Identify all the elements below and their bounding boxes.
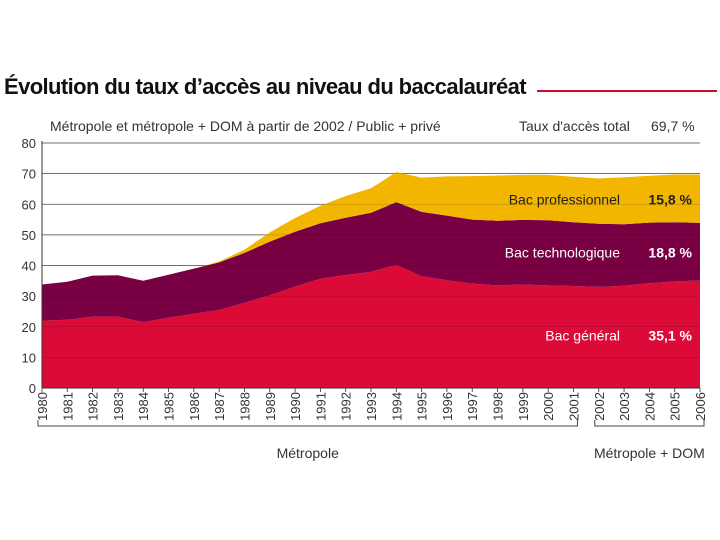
series-name-label-2: Bac technologique (505, 245, 620, 261)
x-tick-label-1989: 1989 (263, 392, 278, 421)
total-access-label: Taux d'accès total (519, 118, 630, 134)
x-tick-label-1999: 1999 (516, 392, 531, 421)
x-tick-label-1990: 1990 (288, 392, 303, 421)
y-tick-label-80: 80 (22, 136, 36, 151)
series-value-label-1: 35,1 % (648, 327, 692, 343)
series-value-label-2: 18,8 % (648, 245, 692, 261)
x-tick-label-2000: 2000 (541, 392, 556, 421)
x-tick-label-1997: 1997 (465, 392, 480, 421)
x-tick-label-1984: 1984 (136, 392, 151, 421)
y-tick-label-40: 40 (22, 259, 36, 274)
y-tick-label-30: 30 (22, 289, 36, 304)
period-bracket-2 (594, 420, 705, 427)
x-tick-label-1992: 1992 (339, 392, 354, 421)
x-tick-label-1998: 1998 (491, 392, 506, 421)
period-label-1: Métropole (277, 445, 339, 461)
x-tick-label-1981: 1981 (60, 392, 75, 421)
x-tick-label-1993: 1993 (364, 392, 379, 421)
chart-subtitle: Métropole et métropole + DOM à partir de… (50, 118, 441, 134)
x-tick-label-1996: 1996 (440, 392, 455, 421)
axes: 0 10 20 30 40 50 60 70 80 1980 1981 1982 1983 1984 198… (22, 136, 708, 421)
x-tick-label-2003: 2003 (617, 392, 632, 421)
period-label-2: Métropole + DOM (594, 445, 705, 461)
title-accent-rule (537, 90, 717, 92)
x-tick-label-1980: 1980 (35, 392, 50, 421)
x-tick-label-1985: 1985 (162, 392, 177, 421)
y-tick-label-60: 60 (22, 197, 36, 212)
x-tick-label-2001: 2001 (566, 392, 581, 421)
y-tick-label-20: 20 (22, 320, 36, 335)
x-tick-label-2006: 2006 (693, 392, 708, 421)
x-tick-label-2004: 2004 (642, 392, 657, 421)
x-tick-label-1983: 1983 (111, 392, 126, 421)
area-series (42, 142, 700, 388)
y-tick-label-50: 50 (22, 228, 36, 243)
x-tick-label-1994: 1994 (389, 392, 404, 421)
x-tick-label-1987: 1987 (212, 392, 227, 421)
x-tick-label-1988: 1988 (237, 392, 252, 421)
period-bracket-1 (37, 420, 578, 427)
y-tick-label-10: 10 (22, 350, 36, 365)
series-name-label-3: Bac professionnel (509, 192, 620, 208)
series-value-label-3: 15,8 % (648, 192, 692, 208)
series-labels: Bac général 35,1 % Bac technologique 18,8 %… (505, 192, 693, 344)
series-name-label-1: Bac général (545, 327, 620, 343)
y-tick-label-70: 70 (22, 167, 36, 182)
x-tick-label-1991: 1991 (313, 392, 328, 421)
y-tick-label-0: 0 (29, 381, 36, 396)
total-access-value: 69,7 % (651, 118, 695, 134)
x-tick-label-2002: 2002 (592, 392, 607, 421)
x-tick-label-1986: 1986 (187, 392, 202, 421)
x-tick-label-1982: 1982 (86, 392, 101, 421)
area-series-3 (42, 172, 700, 285)
area-series-1 (42, 264, 700, 388)
area-series-2 (42, 202, 700, 323)
x-tick-label-2005: 2005 (668, 392, 683, 421)
x-tick-label-1995: 1995 (415, 392, 430, 421)
period-groups: Métropole Métropole + DOM (37, 420, 705, 461)
chart-title: Évolution du taux d’accès au niveau du b… (4, 74, 527, 99)
